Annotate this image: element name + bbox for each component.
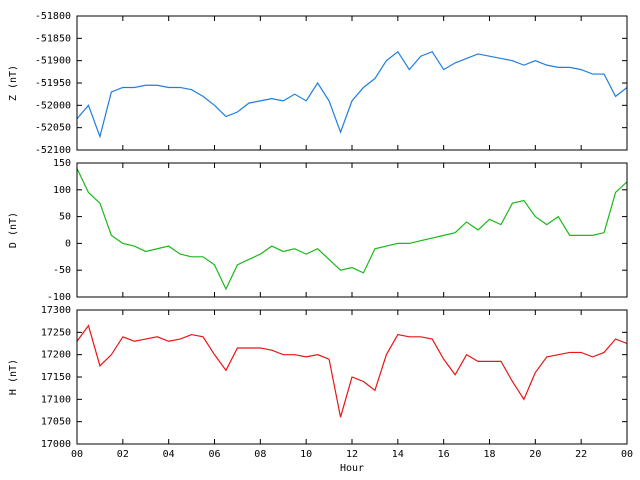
y-tick-label: 0 (65, 238, 71, 249)
y-axis-label: H (nT) (8, 359, 19, 395)
x-axis-label: Hour (340, 463, 364, 474)
data-line (76, 168, 628, 291)
y-tick-label: -52000 (35, 100, 71, 111)
y-tick-label: 17300 (41, 305, 71, 316)
y-tick-label: 17250 (41, 327, 71, 338)
y-tick-label: 100 (53, 185, 71, 196)
y-axis-label: Z (nT) (8, 65, 19, 101)
data-line (76, 50, 628, 139)
y-tick-label: -52050 (35, 123, 71, 134)
x-tick-label: 14 (392, 449, 404, 460)
y-tick-label: -100 (47, 292, 71, 303)
x-tick-label: 22 (575, 449, 587, 460)
x-tick-label: 18 (483, 449, 495, 460)
y-tick-label: 150 (53, 158, 71, 169)
x-tick-label: 06 (208, 449, 220, 460)
y-tick-label: 50 (59, 212, 71, 223)
x-tick-label: 08 (254, 449, 266, 460)
y-axis-label: D (nT) (8, 212, 19, 248)
x-tick-label: 16 (438, 449, 450, 460)
y-tick-label: 17050 (41, 417, 71, 428)
y-tick-label: 17000 (41, 439, 71, 450)
y-tick-label: -51800 (35, 11, 71, 22)
plot-frame (76, 162, 628, 298)
x-tick-label: 04 (163, 449, 175, 460)
y-tick-label: 17200 (41, 350, 71, 361)
x-tick-label: 20 (529, 449, 541, 460)
data-line (76, 324, 628, 418)
y-tick-label: -52100 (35, 145, 71, 156)
plot-frame (76, 15, 628, 151)
x-tick-label: 10 (300, 449, 312, 460)
y-tick-label: -51900 (35, 56, 71, 67)
x-tick-label: 00 (621, 449, 633, 460)
y-tick-label: 17150 (41, 372, 71, 383)
x-tick-label: 00 (71, 449, 83, 460)
y-tick-label: -50 (53, 265, 71, 276)
x-tick-label: 12 (346, 449, 358, 460)
y-tick-label: 17100 (41, 394, 71, 405)
y-tick-label: -51850 (35, 33, 71, 44)
y-tick-label: -51950 (35, 78, 71, 89)
plot-frame (76, 309, 628, 445)
x-tick-label: 02 (117, 449, 129, 460)
